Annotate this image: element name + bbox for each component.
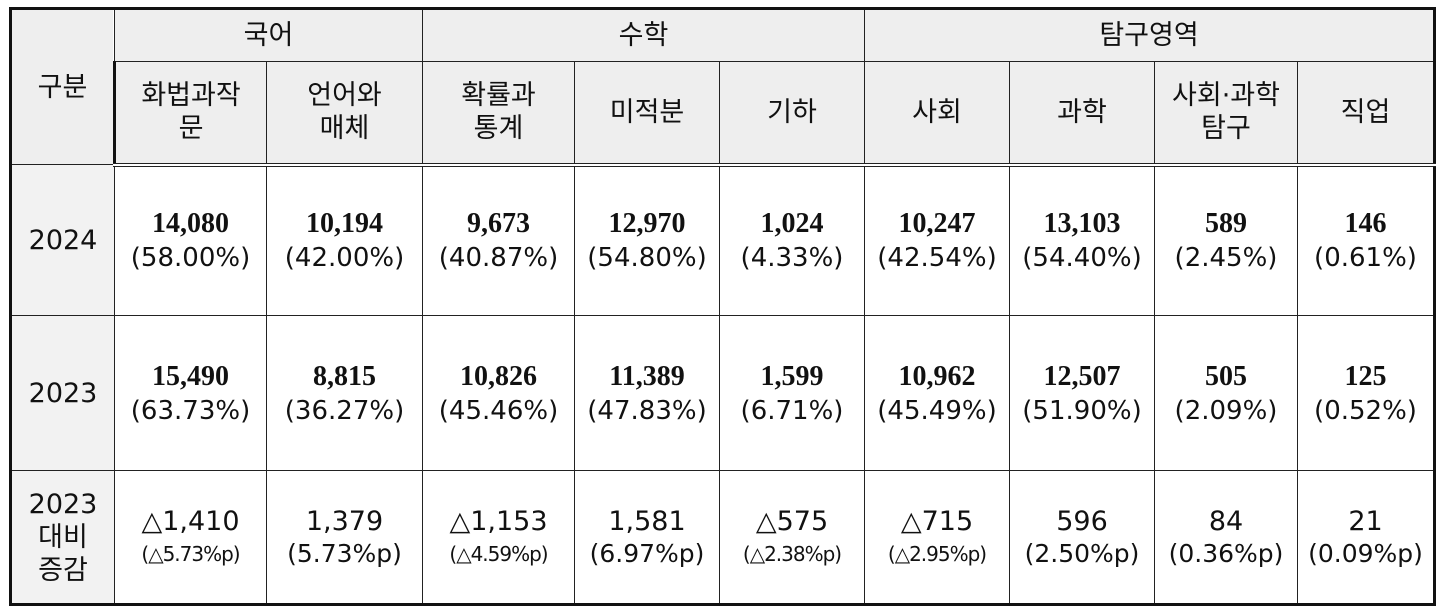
row-label: 2023 대비 증감 xyxy=(9,470,115,606)
data-cell: 10,194 (42.00%) xyxy=(266,164,423,316)
group-header-inquiry: 탐구영역 xyxy=(864,7,1436,62)
header-row-subjects: 화법과작 문 언어와 매체 확률과 통계 미적분 기하 사회 과학 사회·과학 탐구 직… xyxy=(11,61,1436,167)
data-cell: 10,962 (45.49%) xyxy=(864,315,1010,471)
data-cell: △1,153 (△4.59%p) xyxy=(422,470,575,606)
statistics-table: 구분 국어 수학 탐구영역 화법과작 문 언어와 매체 확률과 통계 미적분 기하 사… xyxy=(9,7,1436,606)
row-label: 2024 xyxy=(9,164,115,316)
subject-header: 확률과 통계 xyxy=(422,61,575,167)
data-cell: 84 (0.36%p) xyxy=(1154,470,1298,606)
group-header-korean: 국어 xyxy=(114,7,423,62)
data-cell: 596 (2.50%p) xyxy=(1009,470,1155,606)
data-cell: 10,247 (42.54%) xyxy=(864,164,1010,316)
data-cell: 10,826 (45.46%) xyxy=(422,315,575,471)
row-label: 2023 xyxy=(9,315,115,471)
subject-header: 기하 xyxy=(719,61,865,167)
subject-header: 사회·과학 탐구 xyxy=(1154,61,1298,167)
subject-header: 사회 xyxy=(864,61,1010,167)
data-cell: 1,379 (5.73%p) xyxy=(266,470,423,606)
data-cell: 15,490 (63.73%) xyxy=(114,315,267,471)
data-cell: 1,581 (6.97%p) xyxy=(574,470,720,606)
data-cell: 8,815 (36.27%) xyxy=(266,315,423,471)
group-header-math: 수학 xyxy=(422,7,865,62)
table-row-change: 2023 대비 증감 △1,410 (△5.73%p) 1,379 (5.73%p) △… xyxy=(9,470,1436,606)
subject-header: 미적분 xyxy=(574,61,720,167)
data-cell: 1,599 (6.71%) xyxy=(719,315,865,471)
subject-header: 언어와 매체 xyxy=(266,61,423,167)
data-cell: 12,970 (54.80%) xyxy=(574,164,720,316)
data-cell: 146 (0.61%) xyxy=(1297,164,1436,316)
data-cell: △715 (△2.95%p) xyxy=(864,470,1010,606)
table-row-2024: 2024 14,080 (58.00%) 10,194 (42.00%) 9,673… xyxy=(9,164,1436,316)
data-cell: 589 (2.45%) xyxy=(1154,164,1298,316)
subject-header: 과학 xyxy=(1009,61,1155,167)
data-cell: 12,507 (51.90%) xyxy=(1009,315,1155,471)
header-row-groups: 구분 국어 수학 탐구영역 xyxy=(9,7,1436,165)
subject-header: 직업 xyxy=(1297,61,1436,167)
data-cell: 1,024 (4.33%) xyxy=(719,164,865,316)
data-cell: △1,410 (△5.73%p) xyxy=(114,470,267,606)
data-cell: 125 (0.52%) xyxy=(1297,315,1436,471)
table-row-2023: 2023 15,490 (63.73%) 8,815 (36.27%) 10,826… xyxy=(9,315,1436,471)
data-cell: △575 (△2.38%p) xyxy=(719,470,865,606)
data-cell: 9,673 (40.87%) xyxy=(422,164,575,316)
data-cell: 11,389 (47.83%) xyxy=(574,315,720,471)
row-label-header: 구분 xyxy=(9,7,115,165)
data-cell: 14,080 (58.00%) xyxy=(114,164,267,316)
data-cell: 21 (0.09%p) xyxy=(1297,470,1436,606)
subject-header: 화법과작 문 xyxy=(113,61,267,167)
data-cell: 505 (2.09%) xyxy=(1154,315,1298,471)
data-cell: 13,103 (54.40%) xyxy=(1009,164,1155,316)
